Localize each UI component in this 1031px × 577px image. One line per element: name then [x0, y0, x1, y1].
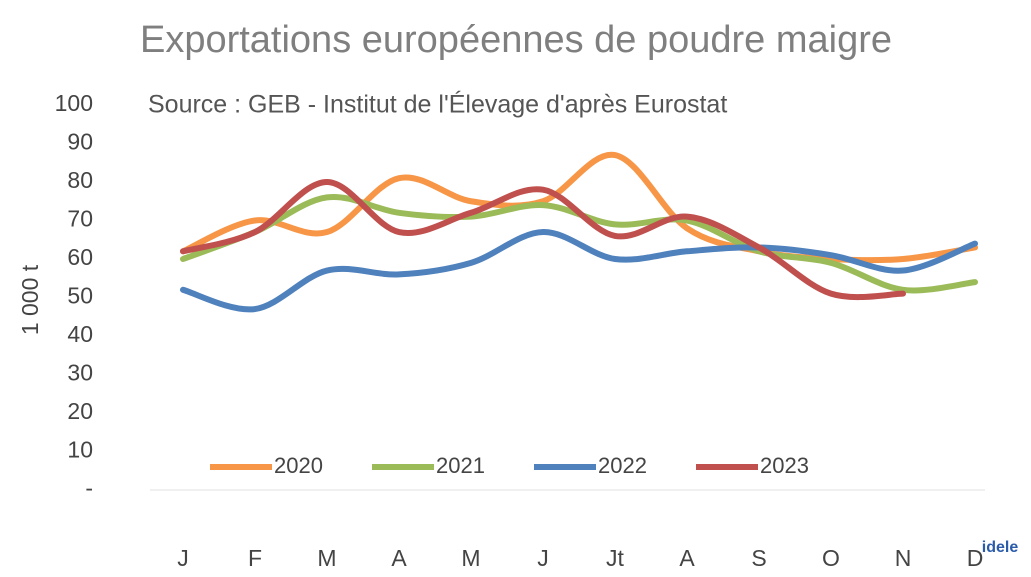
y-tick-label: 20 [67, 398, 93, 424]
y-axis-label: 1 000 t [17, 264, 43, 335]
series-line [180, 152, 978, 264]
legend-label: 2020 [274, 453, 323, 478]
logo: idele [982, 539, 1019, 556]
y-tick-label: 30 [67, 360, 93, 386]
x-tick-label: A [391, 545, 407, 571]
legend-label: 2023 [760, 453, 809, 478]
y-tick-label: 10 [67, 437, 93, 463]
x-tick-label: N [895, 545, 912, 571]
x-tick-label: J [177, 545, 189, 571]
x-tick-label: F [248, 545, 262, 571]
y-tick-label: 60 [67, 244, 93, 270]
x-tick-label: D [967, 545, 984, 571]
series-line [180, 229, 978, 313]
y-tick-label: 100 [55, 90, 93, 116]
chart-title: Exportations européennes de poudre maigr… [140, 19, 892, 61]
x-tick-label: O [822, 545, 840, 571]
series-line [180, 179, 906, 301]
x-tick-label: M [461, 545, 480, 571]
y-tick-label: 70 [67, 206, 93, 232]
x-tick-label: Jt [606, 545, 625, 571]
y-tick-label: - [85, 475, 93, 501]
legend-label: 2022 [598, 453, 647, 478]
x-tick-label: A [679, 545, 695, 571]
x-tick-label: M [317, 545, 336, 571]
y-tick-label: 90 [67, 129, 93, 155]
y-tick-label: 50 [67, 283, 93, 309]
y-tick-label: 40 [67, 321, 93, 347]
chart-subtitle: Source : GEB - Institut de l'Élevage d'a… [148, 90, 727, 119]
y-tick-label: 80 [67, 167, 93, 193]
legend-label: 2021 [436, 453, 485, 478]
x-tick-label: J [537, 545, 549, 571]
x-tick-label: S [751, 545, 766, 571]
